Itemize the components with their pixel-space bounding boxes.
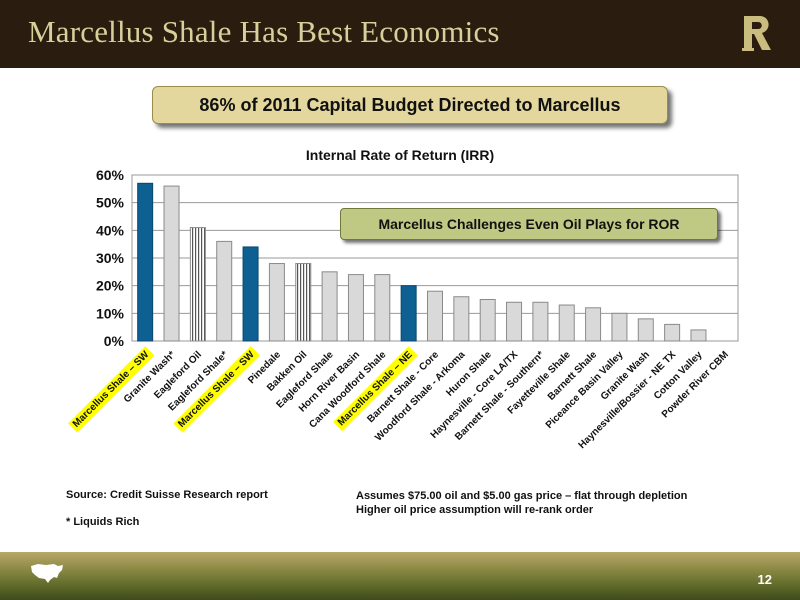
rerank-note: Higher oil price assumption will re-rank… bbox=[356, 504, 594, 516]
y-tick-label: 60% bbox=[96, 167, 125, 183]
y-tick-label: 50% bbox=[96, 195, 125, 211]
chart-title: Internal Rate of Return (IRR) bbox=[306, 147, 494, 163]
bar bbox=[585, 307, 602, 342]
bar bbox=[506, 301, 523, 342]
bar bbox=[163, 185, 180, 342]
bar bbox=[427, 290, 443, 342]
bar bbox=[664, 323, 681, 342]
company-logo-icon bbox=[742, 16, 771, 51]
bar bbox=[137, 182, 154, 342]
title-bar bbox=[0, 0, 800, 68]
slide-title: Marcellus Shale Has Best Economics bbox=[28, 14, 500, 49]
bar bbox=[189, 227, 206, 342]
irr-bar-chart: Internal Rate of Return (IRR) 0% 10% 20% 30%… bbox=[67, 147, 739, 451]
y-tick-label: 30% bbox=[96, 250, 125, 266]
bar bbox=[347, 274, 364, 342]
label-highlight bbox=[67, 346, 155, 433]
label-highlight bbox=[333, 346, 418, 432]
bar bbox=[690, 329, 707, 342]
bar bbox=[400, 285, 417, 342]
liquids-rich-note: * Liquids Rich bbox=[66, 516, 140, 528]
source-note: Source: Credit Suisse Research report bbox=[66, 489, 268, 501]
bar bbox=[216, 240, 233, 342]
bar bbox=[242, 246, 259, 342]
label-highlight bbox=[173, 346, 260, 433]
bar bbox=[558, 304, 575, 342]
page-number: 12 bbox=[757, 572, 772, 587]
bar bbox=[611, 312, 628, 342]
bar bbox=[374, 274, 391, 342]
price-assumption-note: Assumes $75.00 oil and $5.00 gas price –… bbox=[356, 490, 688, 502]
bar bbox=[637, 318, 654, 342]
footer-landscape bbox=[0, 552, 800, 600]
bar bbox=[532, 301, 549, 342]
y-tick-label: 10% bbox=[96, 305, 125, 321]
y-tick-label: 40% bbox=[96, 222, 125, 238]
us-map-icon bbox=[31, 564, 63, 583]
bar bbox=[268, 263, 285, 342]
bar bbox=[479, 299, 496, 342]
bar bbox=[453, 296, 470, 342]
y-tick-label: 20% bbox=[96, 278, 125, 294]
bar bbox=[295, 263, 312, 342]
capital-budget-banner: 86% of 2011 Capital Budget Directed to M… bbox=[152, 86, 668, 124]
bar bbox=[321, 271, 338, 342]
ror-callout: Marcellus Challenges Even Oil Plays for … bbox=[340, 208, 718, 240]
y-tick-label: 0% bbox=[104, 333, 125, 349]
